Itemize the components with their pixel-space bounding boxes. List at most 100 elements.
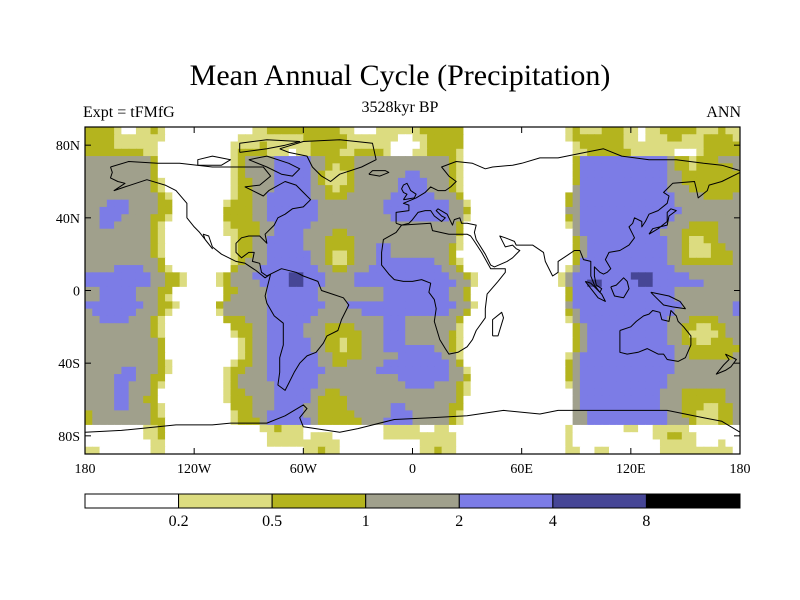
precip-cell: [274, 366, 283, 375]
precip-cell: [150, 446, 159, 454]
precip-cell: [470, 134, 479, 143]
precip-cell: [710, 206, 719, 215]
precip-cell: [376, 395, 384, 404]
precip-cell: [638, 250, 646, 259]
precip-cell: [106, 388, 115, 397]
precip-cell: [114, 141, 122, 150]
precip-cell: [470, 323, 479, 332]
precip-cell: [681, 301, 690, 310]
precip-cell: [266, 199, 275, 208]
precip-cell: [579, 214, 588, 223]
precip-cell: [732, 395, 740, 404]
precip-cell: [354, 308, 363, 317]
precip-cell: [405, 286, 414, 295]
precip-cell: [259, 134, 268, 143]
precip-cell: [732, 446, 740, 454]
precip-cell: [689, 417, 697, 426]
precip-cell: [448, 141, 457, 150]
precip-cell: [521, 410, 530, 419]
precip-cell: [594, 301, 603, 310]
precip-cell: [645, 148, 654, 157]
precip-cell: [434, 286, 443, 295]
precip-cell: [456, 359, 465, 368]
precip-cell: [470, 206, 479, 215]
precip-cell: [296, 381, 304, 390]
precip-cell: [208, 323, 217, 332]
precip-cell: [223, 134, 232, 143]
precip-cell: [485, 366, 494, 375]
precip-cell: [390, 432, 399, 441]
precip-cell: [638, 374, 646, 382]
precip-cell: [99, 432, 108, 441]
precip-cell: [303, 228, 312, 237]
precip-cell: [252, 214, 261, 223]
precip-cell: [674, 395, 683, 404]
precip-cell: [601, 439, 610, 448]
precip-cell: [106, 381, 115, 390]
precip-cell: [427, 410, 435, 419]
precip-cell: [296, 301, 304, 310]
precip-cell: [390, 185, 399, 193]
precip-cell: [383, 345, 392, 353]
precip-cell: [390, 199, 399, 208]
precip-cell: [434, 272, 443, 281]
precip-cell: [630, 228, 639, 237]
precip-cell: [274, 417, 283, 426]
precip-cell: [587, 134, 596, 143]
precip-cell: [601, 432, 610, 441]
precip-cell: [99, 439, 108, 448]
precip-cell: [601, 170, 610, 179]
precip-cell: [703, 301, 712, 310]
precip-cell: [128, 417, 137, 426]
precip-cell: [354, 185, 363, 193]
precip-cell: [601, 265, 610, 273]
precip-cell: [594, 127, 603, 135]
precip-cell: [194, 337, 203, 346]
precip-cell: [194, 221, 203, 230]
precip-cell: [114, 345, 122, 353]
precip-cell: [587, 345, 596, 353]
precip-cell: [347, 185, 355, 193]
precip-cell: [427, 315, 435, 324]
precip-cell: [296, 199, 304, 208]
precip-cell: [623, 432, 632, 441]
precip-cell: [703, 279, 712, 288]
precip-cell: [470, 301, 479, 310]
precip-cell: [106, 148, 115, 157]
precip-cell: [310, 439, 319, 448]
precip-cell: [201, 359, 210, 368]
precip-cell: [478, 424, 486, 433]
precip-cell: [274, 432, 283, 441]
precip-cell: [601, 381, 610, 390]
precip-cell: [266, 323, 275, 332]
precip-cell: [121, 257, 130, 266]
precip-cell: [703, 359, 712, 368]
precip-cell: [536, 265, 545, 273]
precip-cell: [507, 228, 515, 237]
precip-cell: [470, 308, 479, 317]
precip-cell: [252, 250, 261, 259]
precip-cell: [325, 156, 334, 164]
precip-cell: [92, 170, 101, 179]
precip-cell: [725, 301, 734, 310]
precip-cell: [252, 294, 261, 302]
precip-cell: [266, 243, 275, 252]
precip-cell: [339, 243, 348, 252]
precip-cell: [710, 323, 719, 332]
precip-cell: [470, 439, 479, 448]
precip-cell: [725, 272, 734, 281]
precip-cell: [172, 359, 181, 368]
precip-cell: [339, 127, 348, 135]
precip-cell: [208, 257, 217, 266]
precip-cell: [194, 432, 203, 441]
precip-cell: [652, 359, 661, 368]
precip-cell: [186, 352, 195, 361]
precip-cell: [565, 352, 574, 361]
precip-cell: [725, 199, 734, 208]
precip-cell: [172, 177, 181, 186]
precip-cell: [536, 374, 545, 382]
precip-cell: [303, 403, 312, 411]
precip-cell: [216, 424, 224, 433]
precip-cell: [216, 417, 224, 426]
precip-cell: [179, 301, 188, 310]
